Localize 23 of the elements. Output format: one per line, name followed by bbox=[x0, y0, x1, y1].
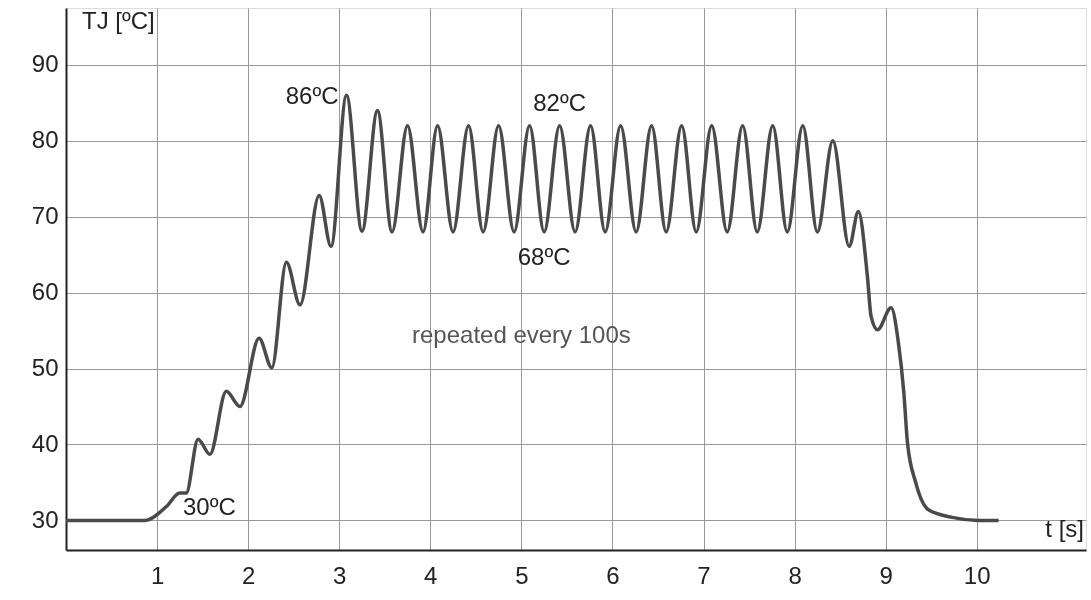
x-tick-label: 7 bbox=[697, 561, 711, 589]
x-tick-label: 8 bbox=[788, 561, 802, 589]
y-tick-label: 40 bbox=[31, 429, 59, 457]
x-tick-label: 10 bbox=[963, 561, 991, 589]
annotation: 68ºC bbox=[517, 242, 571, 270]
x-tick-label: 4 bbox=[424, 561, 438, 589]
annotation: 86ºC bbox=[285, 82, 339, 110]
x-tick-label: 5 bbox=[515, 561, 529, 589]
y-axis-title: TJ [ºC] bbox=[82, 7, 155, 34]
x-tick-label: 9 bbox=[879, 561, 893, 589]
annotation: 82ºC bbox=[533, 88, 587, 116]
x-tick-label: 3 bbox=[333, 561, 347, 589]
x-axis-title: t [s] bbox=[1045, 515, 1084, 542]
x-tick-label: 2 bbox=[241, 561, 256, 589]
annotation: 30ºC bbox=[183, 493, 236, 520]
y-tick-label: 60 bbox=[31, 278, 59, 306]
y-tick-label: 70 bbox=[31, 202, 59, 230]
y-tick-label: 30 bbox=[31, 505, 59, 533]
y-tick-label: 90 bbox=[31, 50, 59, 78]
x-tick-label: 6 bbox=[606, 561, 620, 589]
x-tick-label: 1 bbox=[150, 561, 165, 589]
y-tick-label: 50 bbox=[31, 354, 59, 382]
y-tick-label: 80 bbox=[31, 126, 59, 154]
